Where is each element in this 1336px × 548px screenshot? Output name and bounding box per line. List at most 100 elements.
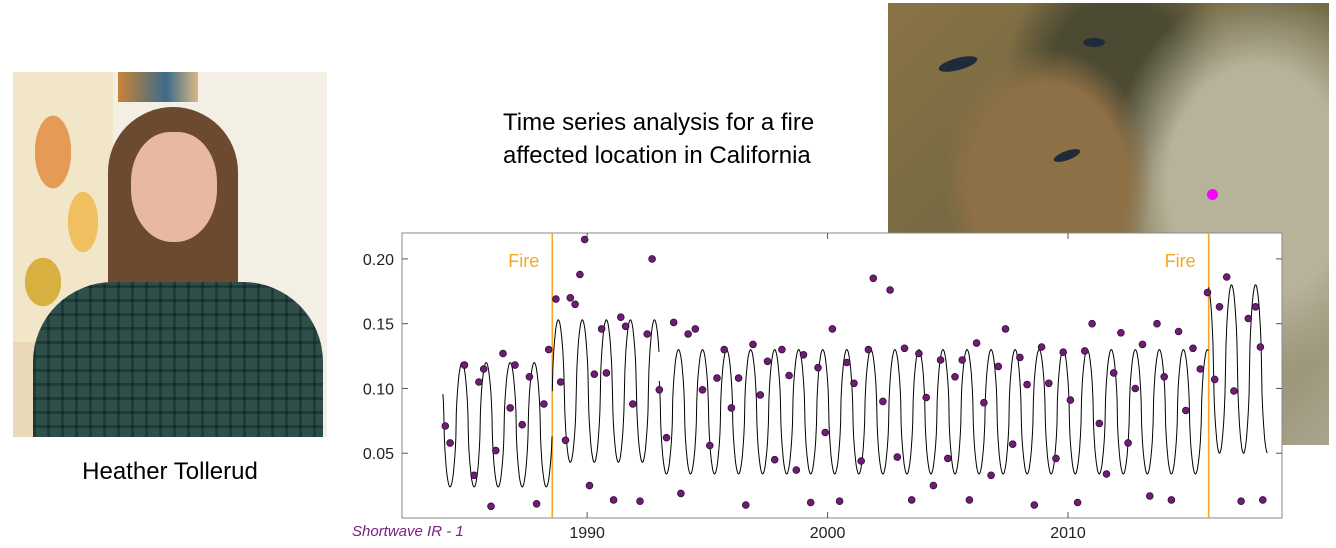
data-point [763,357,772,366]
data-point [511,361,519,369]
data-point [1237,497,1245,506]
data-point [1182,406,1190,415]
data-point [835,497,844,506]
data-point [590,370,599,379]
data-point [1244,314,1253,323]
data-point [552,295,560,303]
data-point [965,496,974,504]
data-point [1160,372,1168,381]
data-point [1016,353,1024,362]
data-point [879,397,887,406]
data-point [1174,327,1183,336]
data-point [1210,375,1219,384]
data-point [677,489,685,498]
person-name: Heather Tollerud [82,458,258,485]
fire-event-label: Fire [508,251,539,271]
data-point [720,345,728,354]
data-point [518,420,526,429]
wall-poster-photo [118,72,198,102]
data-point [532,499,541,508]
data-point [869,274,878,283]
data-point [792,466,801,474]
caption-line-2: affected location in California [503,142,811,169]
data-point [1203,288,1212,297]
portrait-face [131,132,217,242]
data-point [828,325,837,333]
portrait-photo [13,72,327,437]
data-point [576,270,584,279]
data-point [1059,348,1067,357]
data-point [491,446,500,455]
data-point [1045,379,1053,388]
data-point [446,439,454,447]
data-point [602,369,611,377]
data-point [842,358,851,367]
data-point [556,378,565,386]
data-point [1153,319,1161,328]
data-point [1088,319,1096,328]
y-tick-label: 0.05 [363,446,394,463]
data-point [1037,343,1046,351]
data-point [1001,325,1010,333]
fit-line-segment [658,348,1209,475]
data-point [907,496,916,504]
data-point [479,365,488,373]
data-point [785,371,793,380]
data-point [850,379,858,388]
data-point [470,471,478,480]
data-point [571,300,579,309]
data-point [1167,496,1176,504]
data-point [662,433,671,442]
data-point [929,481,938,490]
data-point [460,361,469,369]
data-point [980,398,988,407]
x-tick-label: 2000 [810,525,846,542]
data-point [1196,365,1205,373]
data-point [475,378,483,386]
reservoir-shape [1083,38,1105,47]
data-point [691,325,700,333]
data-point [616,313,625,322]
data-point [727,404,736,412]
data-point [525,372,534,381]
data-point [1215,302,1224,311]
data-point [1259,496,1267,504]
fit-line-segment [551,319,660,463]
data-point [943,454,952,463]
data-point [506,404,515,412]
data-point [1023,380,1031,389]
data-point [900,344,909,353]
data-point [487,502,495,511]
data-point [655,385,664,394]
data-point [936,356,945,364]
band-label: Shortwave IR - 1 [352,523,464,540]
data-point [1073,498,1082,507]
portrait-shirt [33,282,323,437]
data-point [1066,396,1075,404]
data-point [821,428,829,437]
data-point [972,339,981,347]
data-point [636,497,644,506]
data-point [544,345,553,354]
x-tick-label: 1990 [569,525,605,542]
fire-event-label: Fire [1165,251,1196,271]
data-point [1230,387,1238,395]
data-point [698,385,707,394]
data-point [1138,340,1147,349]
data-point [628,400,637,408]
data-point [814,363,822,372]
data-point [958,356,966,364]
data-point [643,330,651,338]
data-point [713,374,721,382]
caption-line-1: Time series analysis for a fire [503,109,815,136]
y-tick-label: 0.15 [363,317,394,334]
data-point [1189,344,1197,353]
data-point [1030,501,1039,509]
data-point [770,455,779,464]
data-point [441,422,450,430]
data-point [1256,343,1265,351]
data-point [1102,470,1111,478]
data-point [778,345,786,354]
data-point [1251,302,1260,311]
